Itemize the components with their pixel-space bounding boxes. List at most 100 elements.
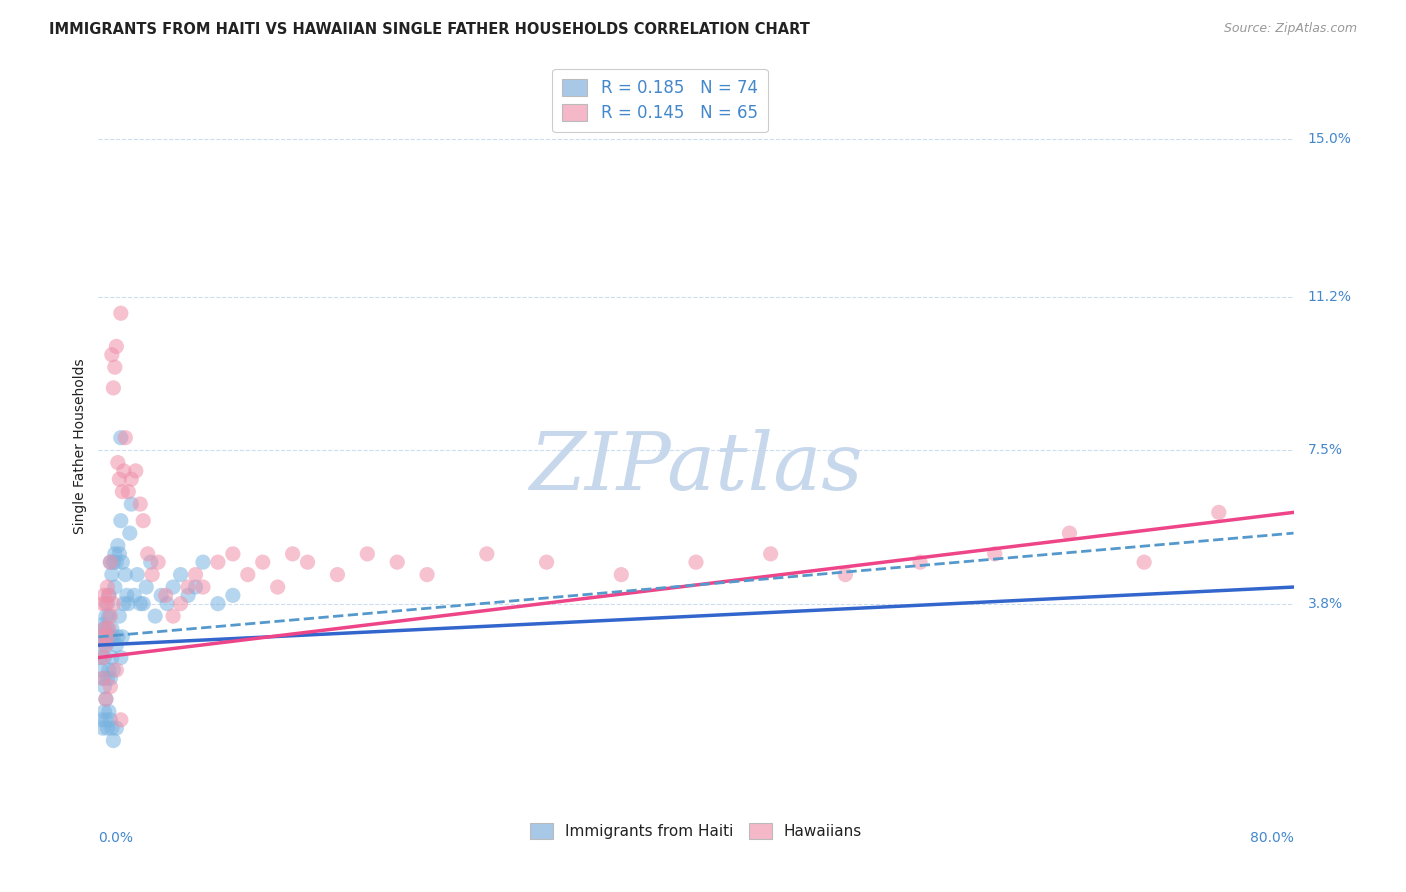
Point	[143, 609, 166, 624]
Point	[108, 609, 131, 624]
Point	[115, 588, 138, 602]
Point	[132, 514, 155, 528]
Point	[91, 638, 114, 652]
Text: 7.5%: 7.5%	[1308, 443, 1343, 457]
Point	[150, 588, 173, 602]
Point	[207, 555, 229, 569]
Point	[101, 348, 124, 362]
Point	[90, 663, 112, 677]
Point	[139, 555, 162, 569]
Point	[91, 671, 114, 685]
Point	[111, 555, 134, 569]
Point	[118, 526, 141, 541]
Point	[94, 597, 117, 611]
Point	[136, 547, 159, 561]
Point	[207, 597, 229, 611]
Point	[103, 381, 125, 395]
Point	[97, 588, 120, 602]
Point	[536, 555, 558, 569]
Point	[98, 555, 122, 569]
Point	[89, 650, 111, 665]
Point	[114, 567, 136, 582]
Point	[169, 567, 191, 582]
Point	[98, 671, 122, 685]
Point	[96, 630, 118, 644]
Point	[96, 622, 118, 636]
Point	[326, 567, 349, 582]
Point	[91, 671, 114, 685]
Point	[111, 484, 134, 499]
Point	[93, 622, 115, 636]
Text: Source: ZipAtlas.com: Source: ZipAtlas.com	[1223, 22, 1357, 36]
Point	[93, 622, 115, 636]
Point	[834, 567, 856, 582]
Point	[108, 547, 131, 561]
Point	[94, 692, 117, 706]
Point	[98, 609, 122, 624]
Point	[1059, 526, 1081, 541]
Point	[104, 580, 127, 594]
Point	[236, 567, 259, 582]
Point	[97, 609, 120, 624]
Point	[252, 555, 274, 569]
Point	[169, 597, 191, 611]
Point	[90, 713, 112, 727]
Point	[111, 630, 134, 644]
Point	[94, 713, 117, 727]
Point	[93, 588, 115, 602]
Point	[93, 680, 115, 694]
Point	[94, 692, 117, 706]
Point	[94, 638, 117, 652]
Point	[112, 597, 135, 611]
Y-axis label: Single Father Households: Single Father Households	[73, 359, 87, 533]
Legend: Immigrants from Haiti, Hawaiians: Immigrants from Haiti, Hawaiians	[524, 817, 868, 845]
Point	[110, 306, 132, 320]
Point	[98, 555, 122, 569]
Point	[105, 339, 128, 353]
Point	[191, 555, 214, 569]
Point	[103, 597, 125, 611]
Point	[184, 580, 207, 594]
Point	[685, 555, 707, 569]
Point	[129, 497, 152, 511]
Point	[103, 663, 125, 677]
Point	[96, 671, 118, 685]
Point	[103, 630, 125, 644]
Point	[1208, 505, 1230, 519]
Point	[98, 630, 122, 644]
Point	[97, 622, 120, 636]
Point	[107, 539, 129, 553]
Point	[96, 580, 118, 594]
Point	[120, 472, 142, 486]
Point	[98, 680, 122, 694]
Point	[908, 555, 931, 569]
Point	[94, 609, 117, 624]
Point	[91, 617, 114, 632]
Point	[105, 638, 128, 652]
Point	[222, 588, 245, 602]
Point	[98, 713, 122, 727]
Point	[96, 721, 118, 735]
Point	[759, 547, 782, 561]
Point	[117, 597, 139, 611]
Point	[96, 597, 118, 611]
Point	[416, 567, 439, 582]
Point	[91, 650, 114, 665]
Point	[125, 464, 148, 478]
Point	[107, 630, 129, 644]
Point	[105, 721, 128, 735]
Text: 3.8%: 3.8%	[1308, 597, 1343, 611]
Point	[385, 555, 409, 569]
Point	[120, 497, 142, 511]
Point	[124, 588, 146, 602]
Point	[162, 580, 184, 594]
Point	[177, 580, 200, 594]
Point	[155, 588, 177, 602]
Point	[108, 472, 131, 486]
Point	[110, 514, 132, 528]
Text: 11.2%: 11.2%	[1308, 290, 1351, 303]
Point	[110, 650, 132, 665]
Point	[104, 360, 127, 375]
Point	[127, 567, 149, 582]
Point	[105, 663, 128, 677]
